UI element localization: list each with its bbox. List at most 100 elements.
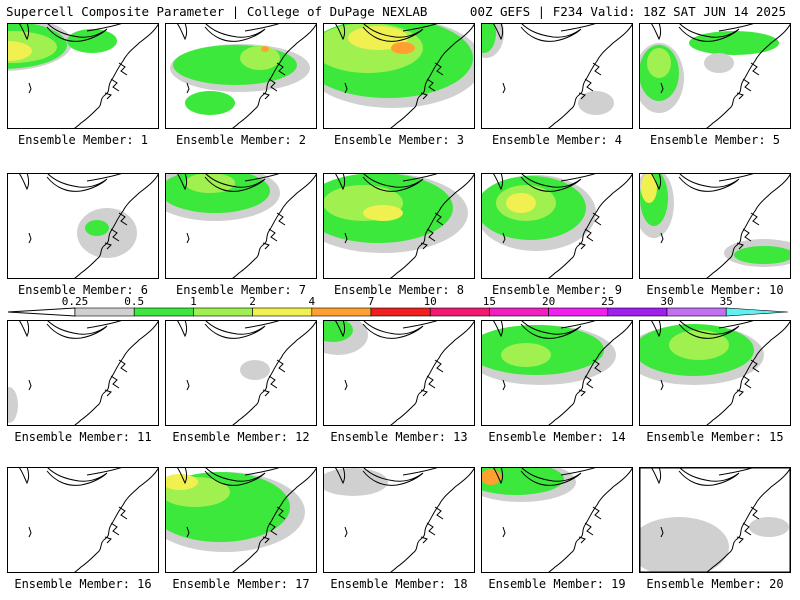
scp-contour-area — [391, 42, 415, 54]
member-map — [323, 467, 475, 573]
ensemble-member-label: Ensemble Member: 6 — [17, 283, 149, 297]
colorbar-swatch — [666, 307, 727, 317]
colorbar-swatch — [74, 307, 135, 317]
ensemble-member-label: Ensemble Member: 3 — [333, 133, 465, 147]
member-map — [323, 320, 475, 426]
ensemble-member-label: Ensemble Member: 5 — [649, 133, 781, 147]
ensemble-map-panel — [639, 23, 791, 129]
colorbar-tick-label: 15 — [483, 296, 496, 308]
ensemble-map-panel — [639, 320, 791, 426]
ensemble-map-panel — [323, 320, 475, 426]
scp-contour-area — [348, 26, 408, 50]
scp-contour-area — [67, 29, 117, 53]
scp-contour-area — [578, 91, 614, 115]
ensemble-map-panel — [7, 467, 159, 573]
ensemble-member-label: Ensemble Member: 13 — [330, 430, 468, 444]
colorbar-tick-label: 10 — [424, 296, 437, 308]
ensemble-member-label: Ensemble Member: 2 — [175, 133, 307, 147]
coastline — [650, 467, 791, 573]
ensemble-map-panel — [323, 467, 475, 573]
colorbar-swatch — [489, 307, 549, 317]
ensemble-member-label: Ensemble Member: 16 — [14, 577, 152, 591]
member-map — [481, 320, 633, 426]
colorbar-swatch — [607, 307, 668, 317]
member-map — [639, 467, 791, 573]
scp-contour-area — [185, 91, 235, 115]
member-map — [481, 173, 633, 279]
ensemble-member-label: Ensemble Member: 15 — [646, 430, 784, 444]
ensemble-map-panel — [481, 320, 633, 426]
colorbar-tick-label: 35 — [720, 296, 733, 308]
member-map — [639, 320, 791, 426]
ensemble-map-panel — [323, 173, 475, 279]
scp-contour-area — [323, 320, 353, 342]
ensemble-member-label: Ensemble Member: 1 — [17, 133, 149, 147]
member-map — [165, 320, 317, 426]
colorbar-tick-label: 1 — [190, 296, 197, 308]
member-map — [165, 23, 317, 129]
map-title: Supercell Composite Parameter | College … — [6, 4, 428, 19]
ensemble-map-panel — [7, 23, 159, 129]
scp-contour-area — [7, 387, 18, 423]
ensemble-map-panel — [7, 173, 159, 279]
ensemble-member-label: Ensemble Member: 17 — [172, 577, 310, 591]
ensemble-member-label: Ensemble Member: 20 — [646, 577, 784, 591]
member-map — [323, 23, 475, 129]
member-map — [165, 467, 317, 573]
scp-contour-area — [481, 23, 496, 53]
coastline — [176, 320, 317, 426]
member-map — [639, 23, 791, 129]
colorbar-swatch — [252, 307, 313, 317]
ensemble-map-panel — [165, 173, 317, 279]
ensemble-map-panel — [481, 173, 633, 279]
ensemble-member-label: Ensemble Member: 11 — [14, 430, 152, 444]
ensemble-member-label: Ensemble Member: 4 — [491, 133, 623, 147]
colorbar-tick-label: 0.5 — [124, 296, 144, 308]
scp-contour-area — [7, 41, 32, 61]
member-map — [7, 467, 159, 573]
ensemble-map-panel — [639, 173, 791, 279]
colorbar-swatch — [311, 307, 372, 317]
scp-contour-area — [481, 467, 564, 495]
colorbar-swatch — [193, 307, 253, 317]
ensemble-map-panel — [481, 23, 633, 129]
member-map — [639, 173, 791, 279]
colorbar-low-arrow — [7, 307, 76, 317]
ensemble-member-label: Ensemble Member: 8 — [333, 283, 465, 297]
scp-contour-area — [704, 53, 734, 73]
member-map — [165, 173, 317, 279]
member-map — [7, 173, 159, 279]
scp-contour-area — [165, 474, 198, 490]
colorbar-high-arrow — [725, 307, 789, 317]
colorbar-tick-label: 4 — [308, 296, 315, 308]
coastline — [334, 23, 475, 129]
scp-contour-area — [749, 517, 789, 537]
ensemble-map-panel — [481, 467, 633, 573]
ensemble-map-panel — [323, 23, 475, 129]
scp-contour-area — [734, 246, 791, 264]
ensemble-member-label: Ensemble Member: 19 — [488, 577, 626, 591]
ensemble-map-panel — [639, 467, 791, 573]
scp-contour-area — [647, 48, 671, 78]
colorbar-tick-label: 0.25 — [62, 296, 89, 308]
scp-contour-area — [669, 330, 729, 360]
scp-contour-area — [240, 46, 280, 70]
colorbar-tick-label: 25 — [601, 296, 614, 308]
scp-contour-area — [689, 31, 779, 55]
colorbar-swatch — [429, 307, 490, 317]
ensemble-member-label: Ensemble Member: 12 — [172, 430, 310, 444]
scp-contour-area — [501, 343, 551, 367]
colorbar-swatch — [370, 307, 431, 317]
ensemble-map-panel — [7, 320, 159, 426]
coastline — [492, 320, 633, 426]
member-map — [323, 173, 475, 279]
colorbar-swatch — [548, 307, 609, 317]
coastline — [176, 467, 317, 573]
coastline — [650, 320, 791, 426]
ensemble-member-label: Ensemble Member: 9 — [491, 283, 623, 297]
ensemble-member-label: Ensemble Member: 10 — [646, 283, 784, 297]
scp-contour-area — [639, 517, 729, 573]
coastline — [334, 173, 475, 279]
scp-contour-area — [363, 205, 403, 221]
scp-contour-area — [506, 193, 536, 213]
